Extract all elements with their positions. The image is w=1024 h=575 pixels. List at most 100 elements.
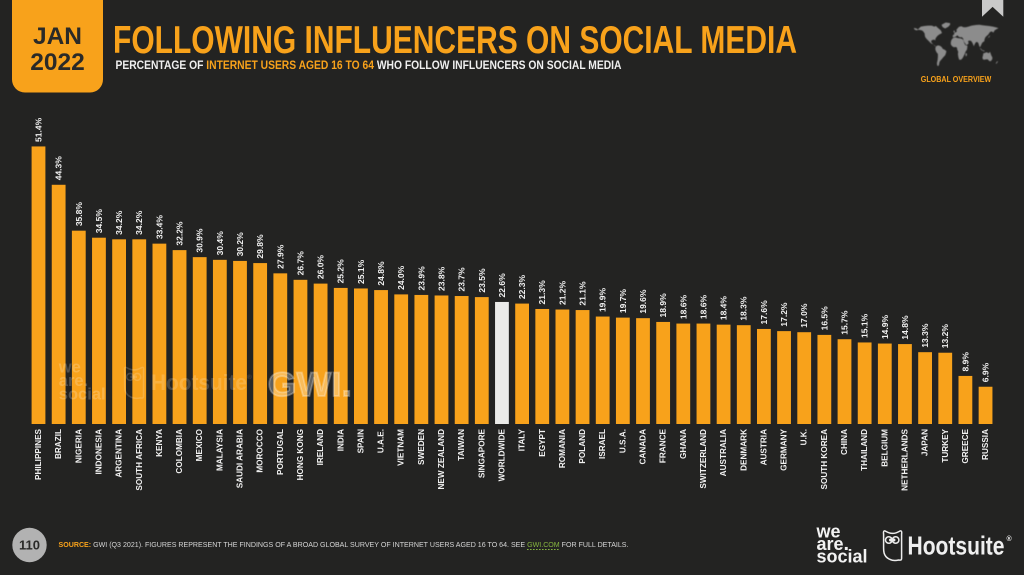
svg-text:POLAND: POLAND	[578, 429, 587, 464]
svg-text:IRELAND: IRELAND	[316, 429, 325, 465]
svg-text:26.0%: 26.0%	[316, 255, 326, 280]
svg-text:CHINA: CHINA	[840, 429, 849, 455]
svg-text:PHILIPPINES: PHILIPPINES	[34, 428, 43, 479]
svg-text:MALAYSIA: MALAYSIA	[215, 429, 224, 471]
svg-text:14.9%: 14.9%	[880, 314, 890, 339]
svg-text:21.2%: 21.2%	[557, 280, 567, 305]
svg-text:SWEDEN: SWEDEN	[417, 429, 426, 465]
svg-text:TAIWAN: TAIWAN	[457, 429, 466, 461]
svg-text:25.1%: 25.1%	[356, 259, 366, 284]
svg-text:JAN: JAN	[33, 23, 82, 50]
svg-text:SINGAPORE: SINGAPORE	[477, 428, 486, 478]
svg-text:18.9%: 18.9%	[658, 293, 668, 318]
svg-text:18.4%: 18.4%	[719, 296, 729, 321]
svg-text:KENYA: KENYA	[155, 429, 164, 457]
svg-text:2022: 2022	[30, 49, 85, 76]
svg-text:24.8%: 24.8%	[376, 261, 386, 286]
svg-text:we: we	[816, 522, 841, 542]
svg-text:INDIA: INDIA	[336, 429, 345, 451]
svg-text:BELGIUM: BELGIUM	[880, 429, 889, 467]
svg-text:18.6%: 18.6%	[678, 295, 688, 320]
svg-text:13.3%: 13.3%	[920, 323, 930, 348]
svg-text:15.7%: 15.7%	[840, 310, 850, 335]
svg-text:SOURCE: GWI (Q3 2021). FIGURES: SOURCE: GWI (Q3 2021). FIGURES REPRESENT…	[59, 540, 629, 549]
svg-text:21.3%: 21.3%	[537, 280, 547, 305]
svg-text:SOUTH KOREA: SOUTH KOREA	[820, 429, 829, 490]
svg-text:GREECE: GREECE	[961, 428, 970, 463]
svg-text:23.9%: 23.9%	[416, 266, 426, 291]
svg-text:MEXICO: MEXICO	[195, 428, 204, 461]
svg-text:BRAZIL: BRAZIL	[54, 429, 63, 459]
svg-text:16.5%: 16.5%	[819, 306, 829, 331]
svg-text:6.9%: 6.9%	[981, 362, 991, 382]
svg-text:23.7%: 23.7%	[457, 267, 467, 292]
svg-text:34.2%: 34.2%	[114, 210, 124, 235]
svg-text:SWITZERLAND: SWITZERLAND	[699, 429, 708, 489]
svg-text:29.8%: 29.8%	[255, 234, 265, 259]
svg-text:TURKEY: TURKEY	[941, 428, 950, 462]
svg-text:GWI.: GWI.	[268, 366, 352, 404]
svg-text:19.7%: 19.7%	[618, 289, 628, 314]
svg-text:34.2%: 34.2%	[134, 210, 144, 235]
svg-text:33.4%: 33.4%	[154, 215, 164, 240]
svg-text:17.2%: 17.2%	[779, 302, 789, 327]
svg-text:JAPAN: JAPAN	[921, 429, 930, 456]
svg-text:27.9%: 27.9%	[275, 244, 285, 269]
svg-text:ARGENTINA: ARGENTINA	[115, 429, 124, 478]
svg-text:DENMARK: DENMARK	[739, 429, 748, 471]
svg-text:SOUTH AFRICA: SOUTH AFRICA	[135, 429, 144, 491]
svg-text:30.9%: 30.9%	[195, 228, 205, 253]
svg-text:VIETNAM: VIETNAM	[397, 429, 406, 466]
svg-text:32.2%: 32.2%	[175, 221, 185, 246]
svg-text:RUSSIA: RUSSIA	[981, 429, 990, 460]
svg-text:FOLLOWING INFLUENCERS ON SOCIA: FOLLOWING INFLUENCERS ON SOCIAL MEDIA	[113, 19, 797, 62]
svg-text:CANADA: CANADA	[639, 429, 648, 465]
svg-text:8.9%: 8.9%	[960, 352, 970, 372]
svg-text:110: 110	[19, 538, 40, 553]
svg-text:ISRAEL: ISRAEL	[598, 429, 607, 459]
svg-text:18.6%: 18.6%	[698, 295, 708, 320]
svg-text:AUSTRIA: AUSTRIA	[759, 429, 768, 465]
svg-text:25.2%: 25.2%	[336, 259, 346, 284]
svg-text:22.6%: 22.6%	[497, 273, 507, 298]
svg-text:Hootsuite: Hootsuite	[151, 370, 247, 395]
svg-text:GERMANY: GERMANY	[780, 428, 789, 470]
svg-text:NIGERIA: NIGERIA	[74, 429, 83, 463]
svg-text:FRANCE: FRANCE	[659, 428, 668, 463]
svg-text:NETHERLANDS: NETHERLANDS	[900, 428, 909, 490]
svg-text:19.6%: 19.6%	[638, 289, 648, 314]
svg-text:23.8%: 23.8%	[437, 266, 447, 291]
svg-text:COLOMBIA: COLOMBIA	[175, 429, 184, 474]
svg-text:U.A.E.: U.A.E.	[377, 429, 386, 453]
svg-text:51.4%: 51.4%	[34, 117, 44, 142]
svg-text:SAUDI ARABIA: SAUDI ARABIA	[236, 429, 245, 488]
svg-text:GHANA: GHANA	[679, 429, 688, 459]
svg-text:HONG KONG: HONG KONG	[296, 429, 305, 480]
svg-text:are.: are.	[59, 372, 88, 390]
svg-text:30.4%: 30.4%	[215, 231, 225, 256]
svg-text:19.9%: 19.9%	[598, 287, 608, 312]
svg-text:SPAIN: SPAIN	[356, 429, 365, 454]
svg-text:social: social	[59, 385, 106, 403]
svg-text:21.1%: 21.1%	[578, 281, 588, 306]
svg-text:GLOBAL OVERVIEW: GLOBAL OVERVIEW	[921, 74, 992, 84]
svg-text:U.S.A.: U.S.A.	[618, 429, 627, 453]
svg-text:15.1%: 15.1%	[860, 313, 870, 338]
svg-text:®: ®	[247, 373, 252, 381]
svg-text:17.6%: 17.6%	[759, 300, 769, 325]
svg-text:23.5%: 23.5%	[477, 268, 487, 293]
svg-text:34.5%: 34.5%	[94, 209, 104, 234]
svg-text:18.3%: 18.3%	[739, 296, 749, 321]
svg-text:24.0%: 24.0%	[396, 265, 406, 290]
svg-text:14.8%: 14.8%	[900, 315, 910, 340]
svg-text:PORTUGAL: PORTUGAL	[276, 429, 285, 475]
svg-text:MOROCCO: MOROCCO	[256, 428, 265, 472]
svg-text:U.K.: U.K.	[800, 429, 809, 445]
svg-text:44.3%: 44.3%	[54, 156, 64, 181]
svg-text:26.7%: 26.7%	[295, 251, 305, 276]
svg-text:NEW ZEALAND: NEW ZEALAND	[437, 429, 446, 490]
svg-text:22.3%: 22.3%	[517, 275, 527, 300]
svg-text:we: we	[58, 359, 81, 377]
svg-text:ITALY: ITALY	[518, 428, 527, 451]
svg-text:17.0%: 17.0%	[799, 303, 809, 328]
